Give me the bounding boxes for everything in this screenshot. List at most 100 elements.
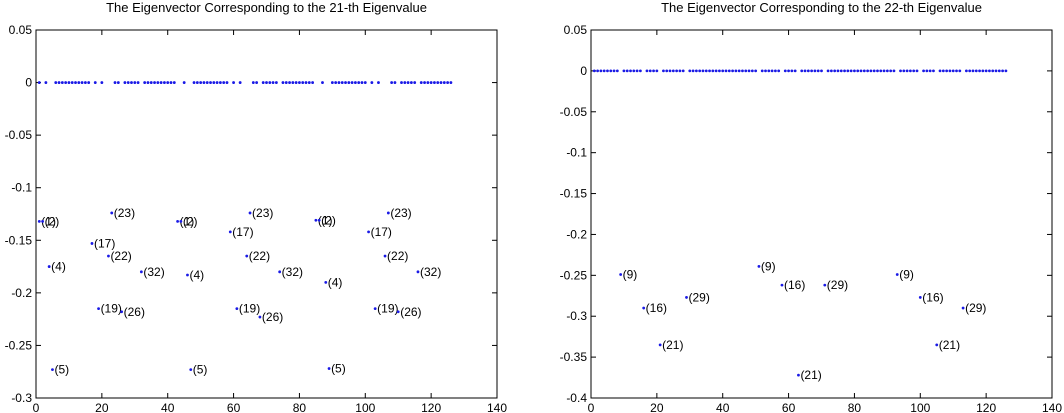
data-point-label: (23) bbox=[114, 206, 135, 220]
x-tick-label: 100 bbox=[355, 401, 375, 413]
data-point bbox=[918, 296, 922, 299]
data-point bbox=[133, 81, 137, 84]
x-tick-label: 0 bbox=[588, 401, 595, 413]
data-point bbox=[961, 306, 965, 310]
data-point bbox=[839, 69, 843, 73]
data-point bbox=[629, 69, 632, 73]
data-point bbox=[350, 81, 354, 84]
data-point-label: (32) bbox=[143, 265, 164, 279]
data-point bbox=[163, 81, 166, 84]
data-point bbox=[612, 69, 616, 73]
data-point-label: (22) bbox=[387, 249, 408, 263]
y-tick-label: -0.1 bbox=[566, 146, 587, 160]
data-point bbox=[964, 69, 968, 73]
data-point bbox=[714, 69, 718, 73]
data-point bbox=[833, 69, 837, 73]
data-point bbox=[701, 69, 705, 73]
data-point bbox=[74, 81, 77, 84]
data-point bbox=[393, 81, 397, 84]
data-point bbox=[787, 69, 790, 73]
data-point bbox=[635, 69, 639, 73]
data-point bbox=[671, 69, 675, 73]
data-point bbox=[694, 69, 698, 73]
data-point bbox=[416, 270, 420, 274]
data-point bbox=[968, 69, 972, 73]
data-point bbox=[862, 69, 866, 73]
data-point bbox=[622, 69, 626, 73]
data-point bbox=[991, 69, 995, 73]
data-point bbox=[859, 69, 863, 73]
plot-area-frame bbox=[590, 29, 1053, 399]
data-point bbox=[675, 69, 679, 73]
data-point bbox=[767, 69, 771, 73]
data-point bbox=[747, 69, 751, 73]
data-point bbox=[905, 69, 909, 73]
data-point bbox=[60, 81, 64, 84]
x-tick-label: 120 bbox=[976, 401, 996, 413]
data-point bbox=[436, 81, 440, 84]
data-point-label: (4) bbox=[328, 275, 343, 289]
data-point bbox=[130, 81, 133, 84]
data-point bbox=[120, 310, 124, 314]
data-point bbox=[741, 69, 744, 73]
data-point bbox=[265, 81, 268, 84]
data-point bbox=[642, 306, 646, 310]
data-point bbox=[110, 211, 114, 215]
data-point bbox=[596, 69, 599, 73]
data-point bbox=[159, 81, 163, 84]
data-point bbox=[311, 81, 314, 84]
data-point bbox=[426, 81, 430, 84]
data-point bbox=[615, 69, 619, 73]
data-point bbox=[93, 81, 97, 84]
data-point bbox=[433, 81, 436, 84]
data-point bbox=[829, 69, 833, 73]
y-tick-label: 0 bbox=[25, 76, 32, 90]
data-point bbox=[774, 69, 777, 73]
data-point bbox=[892, 69, 896, 73]
data-point bbox=[403, 81, 407, 84]
data-point bbox=[592, 69, 596, 73]
data-point bbox=[928, 69, 932, 73]
y-tick-label: -0.35 bbox=[560, 350, 588, 364]
data-point bbox=[797, 373, 800, 377]
data-point bbox=[754, 69, 758, 73]
data-point bbox=[139, 270, 143, 274]
data-point-label: (2) bbox=[321, 213, 336, 227]
data-point bbox=[337, 81, 341, 84]
data-point bbox=[846, 69, 850, 73]
chart-panel-left: The Eigenvector Corresponding to the 21-… bbox=[5, 0, 508, 413]
data-point-label: (5) bbox=[331, 362, 346, 376]
data-point bbox=[176, 219, 179, 223]
data-point bbox=[294, 81, 298, 84]
data-point bbox=[731, 69, 734, 73]
data-point bbox=[367, 230, 370, 234]
data-point bbox=[757, 264, 761, 268]
data-point bbox=[770, 69, 774, 73]
x-tick-label: 120 bbox=[421, 401, 441, 413]
data-point bbox=[169, 81, 173, 84]
data-point bbox=[780, 283, 784, 287]
data-point bbox=[810, 69, 814, 73]
data-point bbox=[186, 273, 189, 277]
x-tick-label: 60 bbox=[782, 401, 796, 413]
data-point bbox=[912, 69, 916, 73]
data-point bbox=[212, 81, 216, 84]
data-point bbox=[199, 81, 203, 84]
data-point bbox=[360, 81, 364, 84]
data-point bbox=[698, 69, 702, 73]
data-point bbox=[1001, 69, 1005, 73]
data-point bbox=[872, 69, 876, 73]
data-point bbox=[711, 69, 715, 73]
data-point bbox=[826, 69, 830, 73]
data-point bbox=[251, 81, 255, 84]
data-point bbox=[632, 69, 636, 73]
data-point bbox=[406, 81, 410, 84]
data-point bbox=[219, 81, 222, 84]
data-point bbox=[941, 69, 945, 73]
data-point bbox=[228, 230, 232, 234]
data-point-label: (21) bbox=[800, 368, 821, 382]
data-point bbox=[307, 81, 311, 84]
data-point bbox=[41, 219, 44, 223]
data-point bbox=[344, 81, 347, 84]
data-point bbox=[625, 69, 629, 73]
